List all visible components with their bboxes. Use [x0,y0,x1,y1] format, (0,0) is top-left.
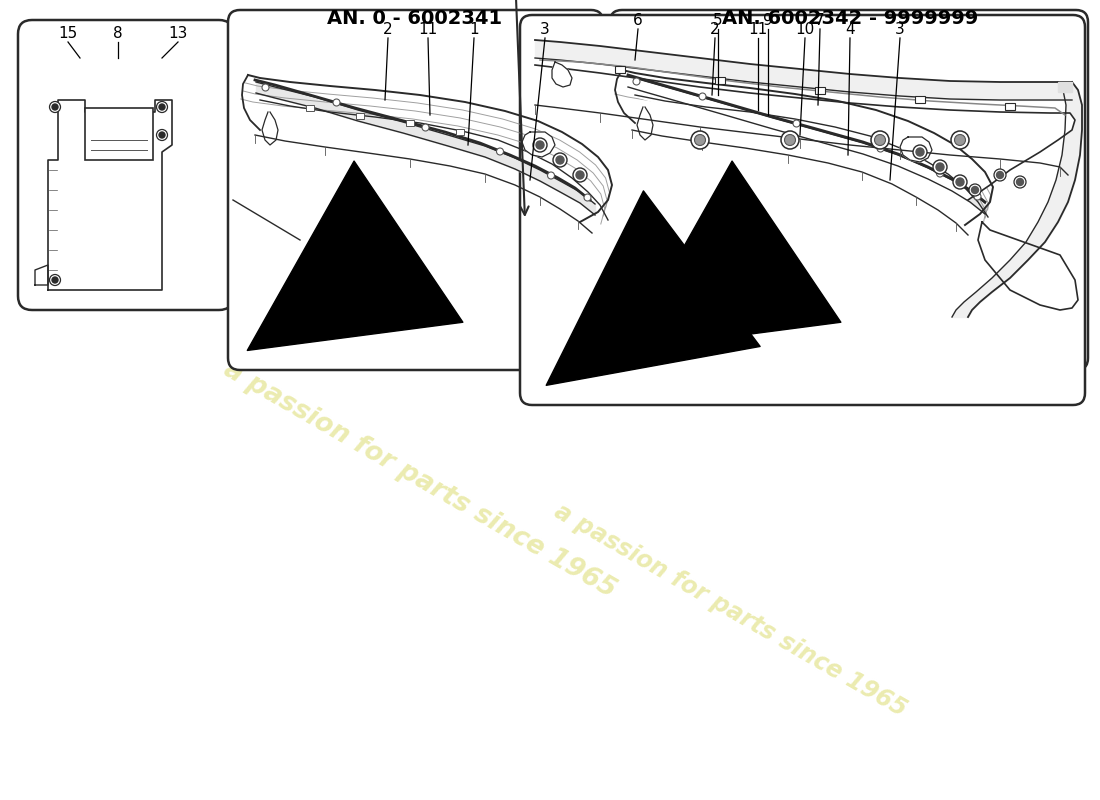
Circle shape [997,171,1003,178]
Text: 2: 2 [383,22,393,37]
Circle shape [781,131,799,149]
Circle shape [971,186,979,194]
Bar [915,95,925,102]
Text: 11: 11 [748,22,768,37]
Circle shape [536,141,544,149]
Circle shape [955,134,966,146]
Bar [615,66,625,73]
Circle shape [793,120,800,127]
Bar [715,77,725,83]
Circle shape [553,153,566,167]
Circle shape [956,178,964,186]
Polygon shape [522,132,556,157]
Bar [456,129,464,135]
Circle shape [576,171,584,179]
Circle shape [913,145,927,159]
Circle shape [1014,176,1026,188]
Circle shape [953,175,967,189]
Text: 5: 5 [713,13,723,28]
Circle shape [871,131,889,149]
Text: 10: 10 [795,22,815,37]
Text: 13: 13 [168,26,188,41]
Circle shape [974,193,981,200]
Circle shape [694,134,705,146]
Polygon shape [1058,82,1072,92]
Text: 3: 3 [540,22,550,37]
Bar [356,113,364,119]
Circle shape [496,148,504,155]
Circle shape [584,194,591,201]
Text: AN. 0 - 6002341: AN. 0 - 6002341 [328,9,503,28]
Text: 1: 1 [470,22,478,37]
Text: a passion for parts since 1965: a passion for parts since 1965 [550,499,911,721]
Text: 4: 4 [845,22,855,37]
Text: a passion for parts since 1965: a passion for parts since 1965 [219,357,620,603]
Circle shape [877,145,884,152]
Circle shape [952,131,969,149]
Text: 8: 8 [113,26,123,41]
Bar [406,120,414,126]
FancyBboxPatch shape [18,20,233,310]
Polygon shape [535,65,1075,200]
FancyBboxPatch shape [228,10,603,370]
Circle shape [160,104,165,110]
Polygon shape [48,100,172,290]
Circle shape [573,168,587,182]
Bar [306,105,313,111]
Circle shape [534,138,547,152]
Polygon shape [900,137,932,162]
Circle shape [874,134,886,146]
Polygon shape [978,222,1078,310]
Circle shape [936,170,944,177]
Circle shape [262,84,270,91]
Text: 9: 9 [763,13,773,28]
Text: 3: 3 [895,22,905,37]
Bar [85,108,153,160]
Circle shape [548,172,554,179]
Circle shape [422,124,429,131]
Circle shape [691,131,710,149]
Circle shape [784,134,795,146]
Circle shape [632,78,640,85]
Polygon shape [35,265,48,285]
Circle shape [933,160,947,174]
Circle shape [52,104,58,110]
Polygon shape [552,62,572,87]
Circle shape [156,130,167,141]
Circle shape [994,169,1006,181]
Circle shape [969,184,981,196]
Bar [815,86,825,94]
Text: 15: 15 [58,26,78,41]
Text: 7: 7 [815,13,825,28]
Circle shape [916,148,924,156]
Circle shape [50,274,60,286]
Circle shape [333,99,340,106]
Circle shape [52,277,58,283]
FancyBboxPatch shape [520,15,1085,405]
Circle shape [160,132,165,138]
Circle shape [156,102,167,113]
Circle shape [936,163,944,171]
Circle shape [556,156,564,164]
Circle shape [50,102,60,113]
Circle shape [1016,178,1023,186]
Bar [1005,102,1015,110]
Text: 11: 11 [418,22,438,37]
Text: AN. 6002342 - 9999999: AN. 6002342 - 9999999 [722,9,978,28]
Circle shape [698,93,706,100]
Text: 2: 2 [711,22,719,37]
Text: 6: 6 [634,13,642,28]
FancyBboxPatch shape [610,10,1088,370]
